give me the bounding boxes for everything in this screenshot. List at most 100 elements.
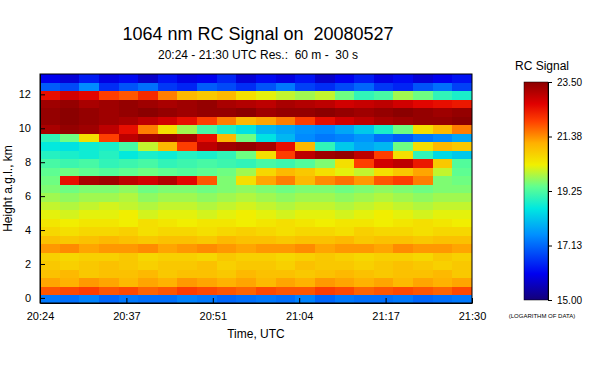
colorbar-tick: 19.25: [548, 186, 582, 197]
heatmap-cell: [158, 133, 178, 142]
heatmap-cell: [374, 176, 394, 185]
heatmap-cell: [295, 99, 315, 108]
heatmap-cell: [354, 261, 374, 270]
heatmap-cell: [79, 218, 99, 227]
heatmap-cell: [452, 210, 472, 219]
heatmap-cell: [276, 252, 296, 261]
heatmap-cell: [40, 235, 60, 244]
y-tick-label: 2: [25, 258, 31, 270]
heatmap-cell: [335, 227, 355, 236]
heatmap-cell: [413, 193, 433, 202]
heatmap-cell: [374, 235, 394, 244]
heatmap-cell: [236, 167, 256, 176]
x-tick-mark: [386, 298, 387, 303]
heatmap-cell: [217, 210, 237, 219]
heatmap-cell: [374, 125, 394, 134]
heatmap-cell: [158, 167, 178, 176]
colorbar-tick-mark: [548, 137, 552, 138]
heatmap-cell: [79, 74, 99, 83]
heatmap-cell: [99, 201, 119, 210]
heatmap-cell: [452, 116, 472, 125]
y-tick-mark: [40, 196, 45, 197]
heatmap-cell: [393, 193, 413, 202]
heatmap-cell: [60, 252, 80, 261]
heatmap-cell: [79, 142, 99, 151]
heatmap-cell: [217, 125, 237, 134]
heatmap-cell: [40, 193, 60, 202]
heatmap-cell: [276, 269, 296, 278]
heatmap-cell: [79, 150, 99, 159]
heatmap-cell: [177, 116, 197, 125]
heatmap-cell: [393, 278, 413, 287]
heatmap-cell: [393, 218, 413, 227]
heatmap-cell: [276, 295, 296, 303]
heatmap-cell: [119, 108, 139, 117]
heatmap-cell: [217, 227, 237, 236]
heatmap-cell: [158, 193, 178, 202]
colorbar-tick: 15.00: [548, 295, 582, 306]
heatmap-cell: [452, 261, 472, 270]
heatmap-cell: [158, 142, 178, 151]
heatmap-cell: [79, 91, 99, 100]
y-tick-mark: [40, 128, 45, 129]
x-tick: 20:37: [113, 298, 141, 322]
heatmap-cell: [79, 252, 99, 261]
heatmap-cell: [452, 159, 472, 168]
heatmap-cell: [413, 167, 433, 176]
heatmap-cell: [60, 218, 80, 227]
heatmap-cell: [99, 261, 119, 270]
heatmap-cell: [256, 295, 276, 303]
heatmap-cell: [177, 82, 197, 91]
heatmap-cell: [60, 176, 80, 185]
heatmap-cell: [433, 74, 453, 83]
heatmap-cell: [256, 184, 276, 193]
heatmap-cell: [236, 133, 256, 142]
heatmap-cell: [158, 210, 178, 219]
heatmap-cell: [236, 82, 256, 91]
heatmap-cell: [217, 91, 237, 100]
colorbar-tick-label: 17.13: [557, 240, 582, 251]
heatmap-cell: [158, 235, 178, 244]
heatmap-cell: [119, 82, 139, 91]
heatmap-cell: [354, 218, 374, 227]
heatmap-cell: [138, 82, 158, 91]
heatmap-cell: [335, 210, 355, 219]
heatmap-cell: [236, 91, 256, 100]
heatmap-cell: [60, 82, 80, 91]
heatmap-cell: [119, 286, 139, 295]
heatmap-cell: [295, 286, 315, 295]
heatmap-cell: [374, 133, 394, 142]
heatmap-cell: [276, 244, 296, 253]
heatmap-cell: [236, 235, 256, 244]
heatmap-cell: [315, 252, 335, 261]
heatmap-cell: [40, 252, 60, 261]
heatmap-cell: [197, 244, 217, 253]
heatmap-cell: [236, 125, 256, 134]
chart-svg: 20:2420:3720:5121:0421:1721:300246810121…: [0, 0, 600, 383]
heatmap-cell: [433, 235, 453, 244]
heatmap-cell: [315, 295, 335, 303]
heatmap-cell: [197, 278, 217, 287]
heatmap-cell: [374, 184, 394, 193]
heatmap-cell: [177, 99, 197, 108]
colorbar-title: RC Signal: [515, 59, 569, 73]
heatmap-cell: [177, 176, 197, 185]
heatmap-cell: [99, 74, 119, 83]
heatmap-cell: [119, 184, 139, 193]
heatmap-cell: [138, 210, 158, 219]
heatmap-cell: [158, 82, 178, 91]
y-tick-mark: [40, 162, 45, 163]
heatmap-cell: [217, 108, 237, 117]
heatmap-cell: [315, 176, 335, 185]
heatmap-cell: [197, 227, 217, 236]
heatmap-cell: [413, 227, 433, 236]
heatmap-cell: [138, 116, 158, 125]
heatmap-cell: [295, 295, 315, 303]
heatmap-cell: [236, 261, 256, 270]
heatmap-cell: [217, 133, 237, 142]
y-tick: 2: [25, 258, 45, 270]
y-axis: 024681012: [19, 75, 45, 304]
heatmap-cell: [79, 244, 99, 253]
heatmap-cell: [374, 159, 394, 168]
heatmap-cell: [158, 252, 178, 261]
